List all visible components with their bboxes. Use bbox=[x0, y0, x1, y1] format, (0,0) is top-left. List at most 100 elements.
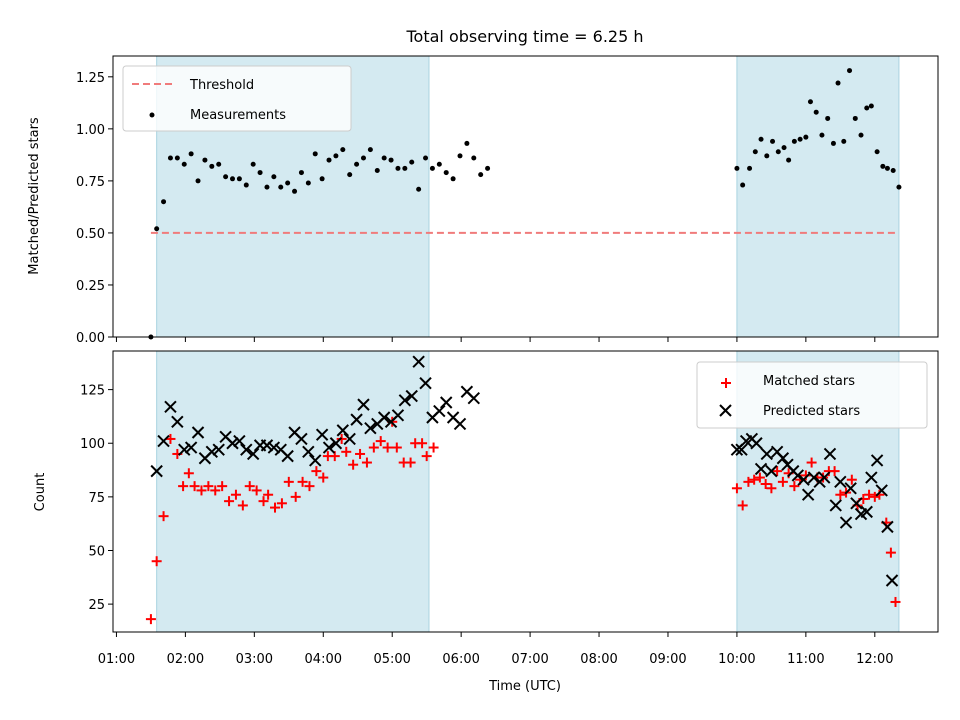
matched-star-point-50 bbox=[760, 478, 771, 489]
measurement-point-79 bbox=[896, 184, 902, 190]
bottom-x-tick-label-1: 02:00 bbox=[167, 652, 204, 667]
predicted-star-point-68 bbox=[839, 516, 853, 529]
measurement-point-71 bbox=[852, 115, 858, 121]
matched-star-point-10 bbox=[210, 485, 221, 496]
matched-star-point-62 bbox=[829, 466, 840, 477]
predicted-star-point-65 bbox=[823, 447, 837, 461]
predicted-star-point-46 bbox=[467, 391, 481, 405]
matched-star-point-20 bbox=[276, 498, 287, 509]
predicted-star-point-48 bbox=[735, 443, 748, 456]
predicted-star-point-67 bbox=[834, 475, 847, 489]
bottom-x-axis-ticks: 01:00 02:00 03:00 04:00 05:00 06:00 07:00 08:00… bbox=[98, 632, 894, 667]
measurement-point-34 bbox=[381, 155, 387, 161]
measurement-point-76 bbox=[880, 163, 886, 169]
measurement-point-12 bbox=[229, 176, 235, 182]
top-x-axis-ticks bbox=[115, 337, 876, 342]
measurement-point-13 bbox=[236, 176, 242, 182]
matched-star-point-38 bbox=[391, 442, 402, 453]
bottom-y-tick-label-2: 75 bbox=[88, 491, 105, 506]
matched-star-point-31 bbox=[348, 459, 359, 470]
measurement-point-61 bbox=[797, 136, 803, 142]
predicted-star-point-35 bbox=[391, 409, 405, 422]
measurement-point-16 bbox=[257, 170, 263, 176]
measurements-legend-swatch bbox=[149, 112, 155, 118]
bottom-x-tick-label-7: 08:00 bbox=[580, 652, 617, 667]
matched-star-point-25 bbox=[311, 466, 322, 477]
bottom-x-tick-label-4: 05:00 bbox=[373, 652, 410, 667]
bottom-y-tick-label-4: 125 bbox=[80, 384, 105, 399]
measurement-point-73 bbox=[864, 105, 870, 111]
matched-star-point-19 bbox=[270, 502, 281, 513]
matched-star-point-15 bbox=[244, 481, 255, 492]
measurement-point-52 bbox=[747, 165, 753, 171]
measurements-legend-label: Measurements bbox=[190, 108, 286, 123]
predicted-star-point-12 bbox=[233, 434, 246, 448]
bottom-x-tick-label-6: 07:00 bbox=[511, 652, 548, 667]
measurement-point-28 bbox=[340, 147, 346, 153]
top-plot-frame bbox=[112, 55, 939, 338]
bottom-x-tick-label-2: 03:00 bbox=[236, 652, 273, 667]
predicted-star-point-16 bbox=[260, 439, 274, 452]
predicted-star-point-44 bbox=[453, 417, 467, 431]
measurement-point-38 bbox=[409, 159, 415, 165]
bottom-x-tick-label-5: 06:00 bbox=[442, 652, 479, 667]
measurement-point-41 bbox=[429, 165, 435, 171]
measurement-point-55 bbox=[764, 153, 770, 159]
predicted-star-point-23 bbox=[309, 454, 322, 467]
predicted-star-point-51 bbox=[750, 437, 763, 450]
measurement-point-35 bbox=[388, 157, 394, 163]
matched-star-point-55 bbox=[789, 481, 800, 492]
matched-star-point-29 bbox=[336, 433, 347, 444]
matched-star-point-48 bbox=[749, 474, 760, 485]
predicted-star-point-25 bbox=[322, 441, 336, 454]
measurement-point-15 bbox=[250, 161, 256, 167]
top-y-tick-label-5: 1.25 bbox=[76, 71, 105, 86]
predicted-star-point-33 bbox=[377, 411, 391, 424]
bottom-y-tick-label-1: 50 bbox=[88, 544, 105, 559]
measurement-point-46 bbox=[464, 140, 470, 146]
predicted-star-point-30 bbox=[357, 398, 370, 411]
measurement-point-68 bbox=[835, 80, 841, 86]
predicted-star-point-54 bbox=[765, 464, 778, 478]
top-y-tick-label-3: 0.75 bbox=[76, 175, 105, 190]
measurement-point-60 bbox=[791, 138, 797, 144]
predicted-star-point-52 bbox=[754, 462, 768, 476]
measurement-point-22 bbox=[298, 170, 304, 176]
measurement-point-37 bbox=[402, 165, 408, 171]
matched-star-point-35 bbox=[375, 436, 386, 447]
bottom-plot-frame bbox=[112, 350, 939, 633]
predicted-star-point-59 bbox=[791, 469, 805, 482]
predicted-star-point-28 bbox=[343, 432, 356, 446]
bottom-shaded-span-0 bbox=[156, 350, 430, 633]
matched-star-point-24 bbox=[304, 481, 315, 492]
measurement-point-63 bbox=[807, 99, 813, 105]
predicted-star-point-3 bbox=[171, 415, 184, 428]
measurement-point-3 bbox=[167, 155, 173, 161]
matched-star-point-0 bbox=[145, 614, 156, 625]
measurement-point-45 bbox=[457, 153, 463, 159]
matched-star-point-17 bbox=[258, 496, 269, 507]
predicted-star-point-31 bbox=[364, 422, 377, 435]
measurement-point-39 bbox=[416, 186, 422, 192]
matched-star-point-21 bbox=[283, 476, 294, 487]
measurement-point-43 bbox=[443, 170, 449, 176]
predicted-legend-label: Predicted stars bbox=[763, 404, 860, 419]
matched-star-point-43 bbox=[421, 451, 432, 462]
predicted-star-point-74 bbox=[870, 454, 884, 467]
top-legend: Threshold Measurements bbox=[122, 65, 352, 132]
matched-star-point-49 bbox=[754, 472, 765, 483]
top-y-tick-label-1: 0.25 bbox=[76, 279, 105, 294]
predicted-star-point-76 bbox=[881, 520, 894, 534]
measurement-point-77 bbox=[884, 165, 890, 171]
matched-star-point-69 bbox=[869, 491, 880, 502]
predicted-star-point-29 bbox=[350, 413, 363, 426]
predicted-star-point-8 bbox=[205, 445, 219, 459]
threshold-legend-label: Threshold bbox=[189, 78, 254, 93]
measurement-point-17 bbox=[264, 184, 270, 190]
predicted-star-point-36 bbox=[398, 394, 412, 407]
measurement-point-31 bbox=[360, 155, 366, 161]
predicted-star-point-53 bbox=[760, 447, 774, 461]
measurement-point-56 bbox=[770, 138, 776, 144]
predicted-star-point-2 bbox=[164, 400, 177, 413]
predicted-star-point-39 bbox=[419, 376, 432, 390]
